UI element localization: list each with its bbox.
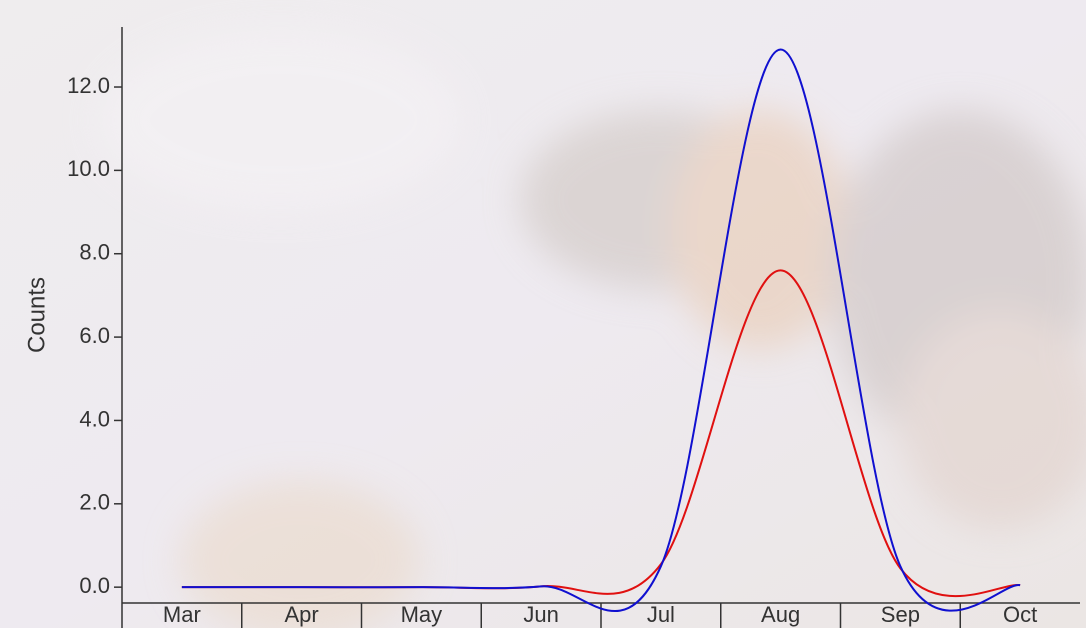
y-tick-label: 0.0	[79, 573, 110, 598]
x-tick-label: Jul	[647, 602, 675, 627]
x-tick-label: May	[401, 602, 443, 627]
x-tick-label: Sep	[881, 602, 920, 627]
y-tick-label: 4.0	[79, 406, 110, 431]
y-axis-label: Counts	[23, 277, 50, 353]
y-tick-label: 8.0	[79, 240, 110, 265]
x-tick-label: Jun	[523, 602, 558, 627]
y-tick-label: 2.0	[79, 490, 110, 515]
x-tick-label: Mar	[163, 602, 201, 627]
x-tick-label: Oct	[1003, 602, 1037, 627]
y-tick-label: 6.0	[79, 323, 110, 348]
x-tick-label: Apr	[285, 602, 319, 627]
x-tick-label: Aug	[761, 602, 800, 627]
y-tick-label: 10.0	[67, 156, 110, 181]
y-tick-label: 12.0	[67, 73, 110, 98]
chart: Counts 0.0 2.0 4.0 6.0 8.0 10.0 12.0 Mar Apr May J…	[0, 0, 1086, 628]
